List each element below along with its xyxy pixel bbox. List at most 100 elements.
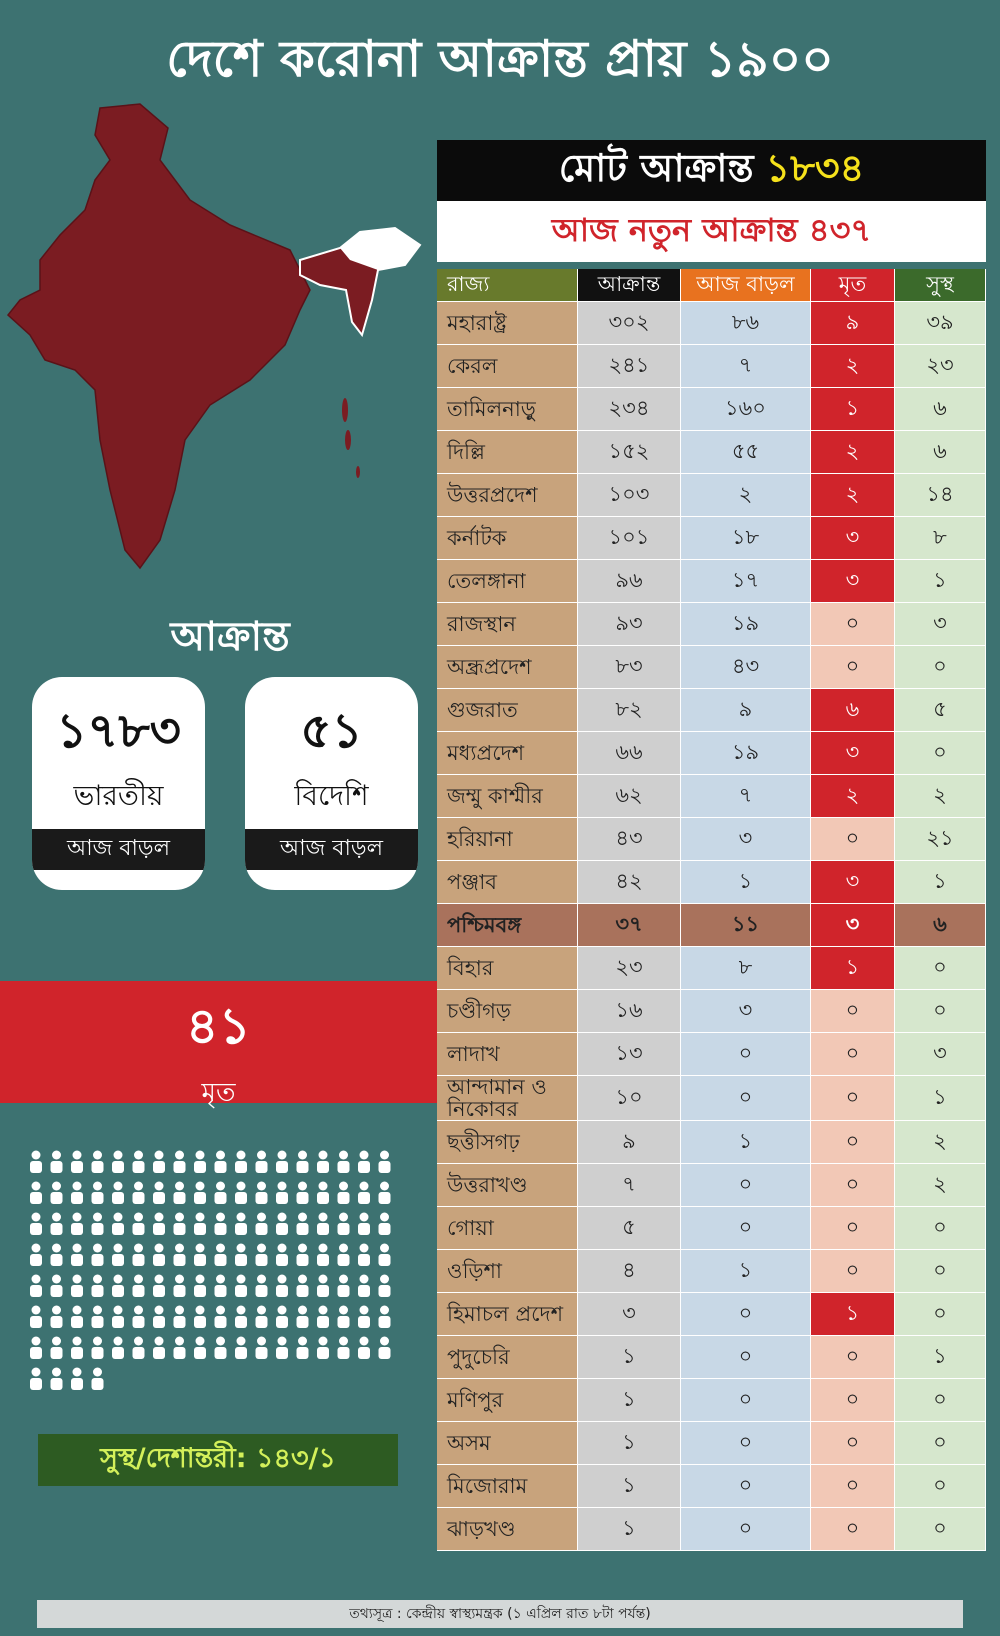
person-icon [317, 1181, 329, 1204]
person-icon [235, 1212, 247, 1235]
person-icon [173, 1181, 186, 1204]
table-cell: ৪ [578, 1250, 681, 1293]
table-cell: ৪৩ [681, 646, 811, 688]
table-cell: ৫ [895, 689, 986, 731]
person-icon [132, 1212, 145, 1235]
table-cell: ৫৫ [681, 431, 811, 473]
person-icon [153, 1181, 165, 1204]
state-name: পঞ্জাব [437, 861, 578, 903]
table-cell: ০ [811, 646, 895, 688]
table-cell: ৭ [578, 1164, 681, 1207]
person-icon [276, 1243, 288, 1266]
person-icon [358, 1274, 370, 1297]
table-row: ওড়িশা ৪ ১ ০ ০ [437, 1250, 986, 1294]
card-label: ভারতীয় [73, 779, 164, 812]
state-name: উত্তরপ্রদেশ [437, 474, 578, 516]
table-cell: ০ [811, 1465, 895, 1508]
person-icon [132, 1336, 145, 1359]
table-row: জম্মু কাশ্মীর ৬২ ৭ ২ ২ [437, 775, 986, 818]
person-icon [30, 1243, 42, 1266]
person-icon [50, 1367, 63, 1390]
table-cell: ১ [895, 1336, 986, 1379]
person-icon [317, 1243, 329, 1266]
table-row: অন্ধ্রপ্রদেশ ৮৩ ৪৩ ০ ০ [437, 646, 986, 689]
table-row: আন্দামান ও নিকোবর ১০ ০ ০ ১ [437, 1076, 986, 1122]
table-cell: ১ [895, 861, 986, 903]
table-cell: ২ [895, 1121, 986, 1164]
india-map [6, 103, 422, 570]
table-cell: ৬৬ [578, 732, 681, 774]
table-cell: ১৬০ [681, 388, 811, 430]
person-icon [255, 1336, 268, 1359]
person-icon [71, 1305, 83, 1328]
person-icon [296, 1274, 309, 1297]
table-row: লাদাখ ১৩ ০ ০ ৩ [437, 1033, 986, 1076]
table-cell: ১ [811, 1293, 895, 1336]
state-name: ছত্তীসগঢ় [437, 1121, 578, 1164]
table-cell: ২ [895, 1164, 986, 1207]
table-cell: ৯ [681, 689, 811, 731]
table-cell: ৮৩ [578, 646, 681, 688]
table-row: হিমাচল প্রদেশ ৩ ০ ১ ০ [437, 1293, 986, 1337]
person-icon [194, 1305, 206, 1328]
person-icon [378, 1336, 391, 1359]
person-icon [378, 1212, 391, 1235]
person-icon [173, 1150, 186, 1173]
table-cell: ৩৭ [578, 904, 681, 946]
table-cell: ১ [578, 1379, 681, 1422]
state-name: মিজোরাম [437, 1465, 578, 1508]
table-cell: ০ [895, 1207, 986, 1250]
state-name: অন্ধ্রপ্রদেশ [437, 646, 578, 688]
table-cell: ০ [811, 1250, 895, 1293]
table-cell: ০ [811, 1076, 895, 1121]
table-row: পঞ্জাব ৪২ ১ ৩ ১ [437, 861, 986, 904]
person-icon [50, 1243, 63, 1266]
table-row: অসম ১ ০ ০ ০ [437, 1422, 986, 1466]
table-cell: ৩ [681, 818, 811, 860]
table-cell: ০ [895, 990, 986, 1032]
person-icon [214, 1181, 227, 1204]
summary-card: ৫১ বিদেশি আজ বাড়ল ২ [245, 677, 418, 890]
table-cell: ০ [811, 1207, 895, 1250]
table-cell: ৩০২ [578, 302, 681, 344]
person-icon [276, 1212, 288, 1235]
person-icon [153, 1305, 165, 1328]
deaths-label: মৃত [201, 1078, 236, 1108]
person-icon [235, 1305, 247, 1328]
table-cell: ০ [681, 1508, 811, 1551]
person-icon [337, 1181, 350, 1204]
person-icon [132, 1181, 145, 1204]
person-icon [296, 1150, 309, 1173]
table-cell: ২৩৪ [578, 388, 681, 430]
table-cell: ০ [681, 1465, 811, 1508]
table-cell: ০ [811, 1508, 895, 1551]
table-cell: ০ [681, 1336, 811, 1379]
person-icon [112, 1212, 124, 1235]
person-icon [153, 1243, 165, 1266]
table-cell: ৯ [578, 1121, 681, 1164]
person-icon [30, 1150, 42, 1173]
state-name: জম্মু কাশ্মীর [437, 775, 578, 817]
table-cell: ১৩ [578, 1033, 681, 1075]
person-icon [91, 1336, 104, 1359]
person-icon [255, 1274, 268, 1297]
person-icon [337, 1212, 350, 1235]
person-icon [30, 1181, 42, 1204]
person-icon [132, 1243, 145, 1266]
person-icon [132, 1305, 145, 1328]
table-cell: ০ [895, 947, 986, 989]
person-icon [112, 1274, 124, 1297]
table-cell: ০ [681, 1379, 811, 1422]
person-icon [317, 1274, 329, 1297]
table-cell: ০ [681, 1422, 811, 1465]
table-row: তেলঙ্গানা ৯৬ ১৭ ৩ ১ [437, 560, 986, 603]
table-cell: ৩ [811, 904, 895, 946]
state-name: মহারাষ্ট্র [437, 302, 578, 344]
person-icon [276, 1336, 288, 1359]
table-cell: ০ [895, 1293, 986, 1336]
person-icon [235, 1243, 247, 1266]
table-cell: ৩ [811, 560, 895, 602]
table-cell: ০ [895, 1465, 986, 1508]
table-cell: ৩ [811, 732, 895, 774]
table-cell: ২ [681, 474, 811, 516]
